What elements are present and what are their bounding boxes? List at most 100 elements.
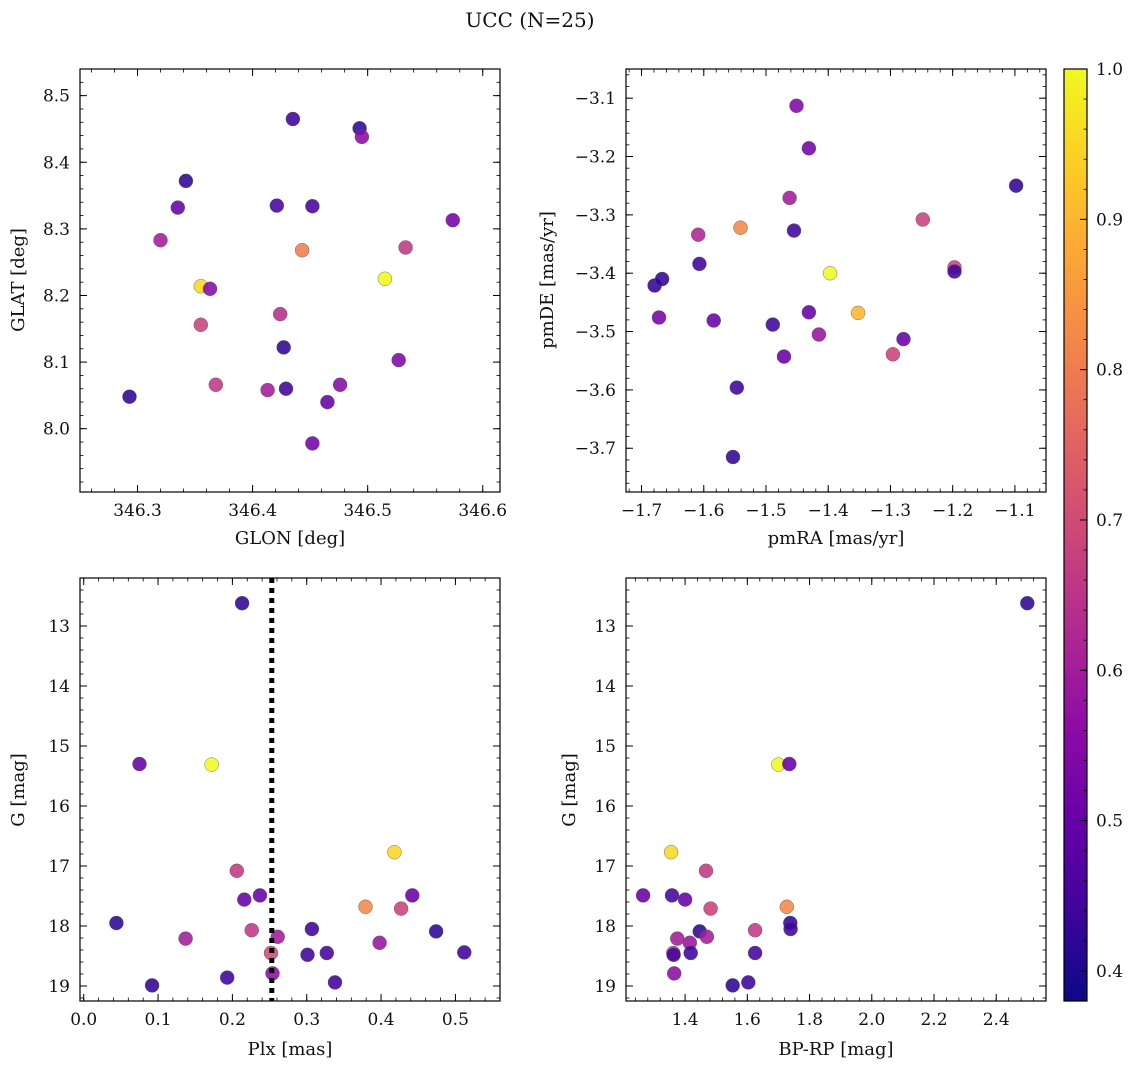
scatter-point: [294, 242, 310, 258]
x-tick-label: 1.6: [734, 1010, 761, 1030]
scatter-point: [354, 129, 370, 145]
scatter-point: [377, 271, 393, 286]
colorbar-tick-label: 0.4: [1096, 962, 1123, 982]
y-tick-label: 16: [48, 797, 70, 817]
scatter-point: [428, 924, 444, 939]
y-tick-label: 17: [594, 857, 616, 877]
x-axis-label-glon: GLON [deg]: [235, 528, 345, 549]
scatter-point: [204, 757, 219, 772]
panel-pmra-pmde: pmRA [mas/yr] pmDE [mas/yr] −1.7 −1.6 −1.5…: [537, 68, 1047, 549]
scatter-point: [109, 915, 124, 931]
scatter-point: [122, 389, 137, 404]
y-tick-label: 19: [48, 977, 70, 997]
scatter-point: [747, 923, 763, 938]
scatter-point: [278, 381, 294, 396]
colorbar-tick-label: 0.9: [1096, 210, 1123, 230]
scatter-point: [273, 306, 288, 322]
y-tick-label: 13: [594, 617, 616, 637]
scatter-point: [706, 313, 721, 328]
y-tick-label: 8.0: [43, 420, 70, 440]
x-tick-label: 0.2: [219, 1010, 246, 1030]
x-tick-label: −1.7: [621, 501, 662, 521]
scatter-point: [132, 756, 147, 772]
scatter-point: [457, 945, 472, 960]
y-tick-label: 8.5: [43, 87, 70, 107]
y-tick-label: 13: [48, 617, 70, 637]
scatter-point: [285, 111, 301, 127]
scatter-point: [178, 931, 193, 946]
colorbar-tick-label: 1.0: [1096, 60, 1123, 80]
scatter-point: [651, 310, 667, 325]
scatter-point: [229, 863, 245, 878]
x-tick-label: −1.2: [932, 501, 973, 521]
y-tick-label: −3.6: [575, 381, 616, 401]
scatter-point: [327, 975, 343, 990]
scatter-point: [801, 141, 817, 156]
scatter-point: [885, 347, 901, 362]
scatter-point: [782, 756, 797, 772]
x-tick-label: −1.1: [994, 501, 1035, 521]
plot-frame: [79, 577, 501, 1002]
scatter-point: [779, 899, 794, 914]
scatter-point: [947, 264, 962, 279]
y-axis-label-g-plx: G [mag]: [8, 753, 29, 826]
scatter-point: [635, 888, 651, 903]
y-tick-label: −3.5: [575, 323, 616, 343]
scatter-point: [319, 945, 334, 961]
scatter-point: [219, 970, 235, 985]
scatter-point: [300, 947, 315, 962]
y-tick-label: 18: [48, 917, 70, 937]
scatter-points: [109, 596, 472, 993]
y-tick-label: 15: [48, 737, 70, 757]
x-tick-label: 346.3: [113, 501, 162, 521]
x-tick-label: −1.6: [683, 501, 724, 521]
scatter-point: [144, 978, 160, 993]
panel-plx-g: Plx [mas] G [mag] 0.0 0.1 0.2 0.3 0.4 0.5 13 14…: [8, 577, 501, 1060]
colorbar-tick-label: 0.6: [1096, 661, 1123, 681]
scatter-point: [305, 436, 320, 451]
y-tick-label: 17: [48, 857, 70, 877]
x-tick-label: 0.0: [70, 1010, 97, 1030]
x-tick-label: 2.2: [920, 1010, 947, 1030]
x-tick-label: 0.3: [293, 1010, 320, 1030]
scatter-point: [666, 947, 681, 962]
scatter-point: [358, 899, 373, 914]
scatter-point: [304, 921, 320, 937]
x-tick-label: 2.4: [983, 1010, 1010, 1030]
scatter-point: [1020, 596, 1035, 611]
y-tick-label: −3.3: [575, 206, 616, 226]
scatter-point: [692, 256, 707, 272]
scatter-point: [1008, 178, 1024, 193]
x-axis-label-pmra: pmRA [mas/yr]: [768, 528, 905, 549]
panel-glon-glat: GLON [deg] GLAT [deg] 346.3 346.4 346.5 346…: [8, 68, 507, 549]
scatter-point: [741, 975, 756, 990]
y-tick-label: −3.2: [575, 148, 616, 168]
scatter-point: [915, 212, 930, 227]
scatter-point: [391, 352, 406, 368]
x-axis-label-plx: Plx [mas]: [248, 1039, 333, 1060]
scatter-point: [691, 227, 706, 242]
y-tick-label: 18: [594, 917, 616, 937]
scatter-point: [670, 931, 685, 946]
scatter-point: [698, 863, 714, 878]
scatter-point: [850, 305, 866, 321]
scatter-point: [789, 98, 804, 114]
scatter-point: [747, 945, 763, 961]
y-axis-label-g-bprp: G [mag]: [559, 753, 580, 826]
colorbar-tick-label: 0.7: [1096, 511, 1123, 531]
scatter-point: [237, 892, 252, 907]
scatter-point: [733, 220, 748, 235]
scatter-point: [703, 901, 718, 916]
plot-frame: [625, 68, 1047, 493]
plot-frame: [79, 68, 501, 493]
scatter-point: [664, 888, 680, 903]
scatter-point: [667, 966, 682, 981]
scatter-point: [332, 377, 348, 392]
y-tick-label: −3.7: [575, 439, 616, 459]
scatter-point: [801, 305, 817, 320]
scatter-point: [234, 596, 250, 611]
scatter-point: [683, 945, 698, 961]
x-tick-label: 0.5: [442, 1010, 469, 1030]
x-tick-label: 0.4: [368, 1010, 395, 1030]
scatter-point: [170, 200, 186, 215]
